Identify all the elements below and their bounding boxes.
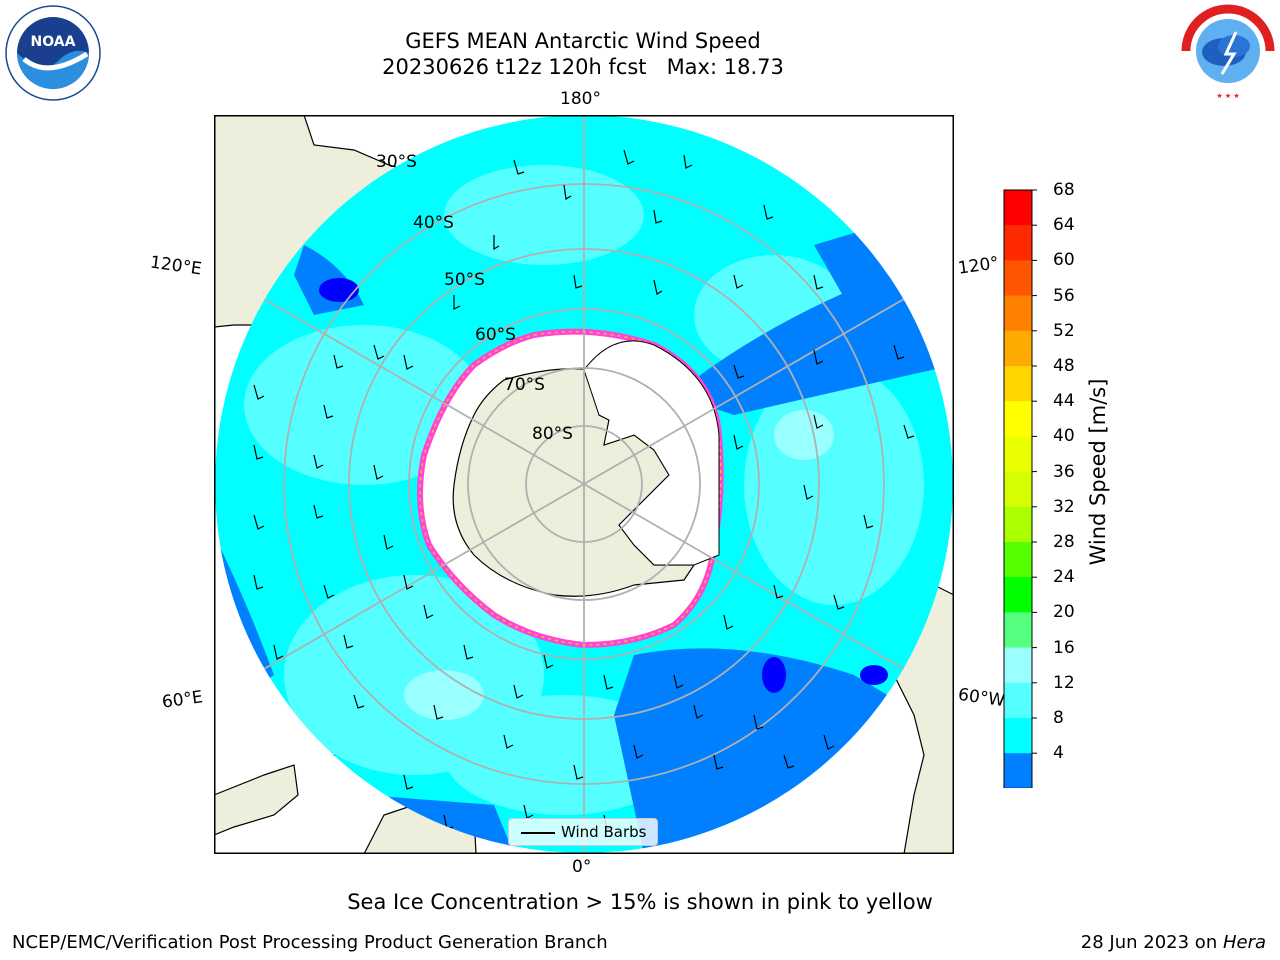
map-frame bbox=[213, 114, 955, 855]
colorbar-tick-label: 44 bbox=[1053, 391, 1075, 412]
colorbar-tick-label: 36 bbox=[1053, 461, 1075, 482]
legend-label: Wind Barbs bbox=[561, 823, 647, 841]
colorbar-tick-label: 32 bbox=[1053, 496, 1075, 517]
noaa-logo: NOAA bbox=[5, 5, 101, 101]
colorbar-tick-label: 68 bbox=[1053, 180, 1075, 200]
colorbar-tick-label: 52 bbox=[1053, 320, 1075, 341]
lon-label-top: 180° bbox=[560, 89, 601, 109]
lon-label-upper-left: 120°E bbox=[148, 252, 203, 280]
colorbar-tick-label: 56 bbox=[1053, 285, 1075, 306]
colorbar-border bbox=[1003, 189, 1033, 788]
colorbar-segment bbox=[1004, 225, 1032, 261]
sea-ice-caption: Sea Ice Concentration > 15% is shown in … bbox=[347, 890, 933, 914]
footer-branch: NCEP/EMC/Verification Post Processing Pr… bbox=[12, 932, 608, 953]
footer-machine: Hera bbox=[1222, 932, 1266, 953]
polar-map bbox=[213, 114, 955, 855]
colorbar-tick-label: 60 bbox=[1053, 250, 1075, 271]
colorbar-label: Wind Speed [m/s] bbox=[1086, 378, 1110, 566]
footer-date: 28 Jun 2023 on Hera bbox=[1081, 932, 1266, 953]
colorbar-segment bbox=[1004, 295, 1032, 332]
lat-label-60s: 60°S bbox=[475, 325, 516, 345]
colorbar-segment bbox=[1004, 753, 1032, 788]
lon-label-bottom: 0° bbox=[572, 857, 592, 877]
map-legend: Wind Barbs bbox=[508, 818, 658, 846]
colorbar-segment bbox=[1004, 542, 1032, 578]
lon-label-lower-right: 60°W bbox=[956, 684, 1007, 712]
lat-label-70s: 70°S bbox=[504, 375, 545, 395]
nws-logo: ★ ★ ★ bbox=[1181, 4, 1275, 100]
colorbar-segment bbox=[1004, 330, 1032, 367]
colorbar-tick-label: 4 bbox=[1053, 743, 1064, 764]
colorbar-segment bbox=[1004, 682, 1032, 719]
colorbar-tick-label: 40 bbox=[1053, 426, 1075, 447]
colorbar-tick-label: 64 bbox=[1053, 215, 1075, 236]
colorbar-tick-label: 48 bbox=[1053, 356, 1075, 376]
colorbar-segment bbox=[1004, 647, 1032, 684]
colorbar-tick-label: 16 bbox=[1053, 637, 1075, 658]
chart-subtitle: 20230626 t12z 120h fcst Max: 18.73 bbox=[382, 55, 784, 79]
colorbar bbox=[1003, 189, 1037, 788]
lat-label-30s: 30°S bbox=[376, 152, 417, 172]
svg-text:★ ★ ★: ★ ★ ★ bbox=[1216, 92, 1239, 100]
wind-barb-legend-line bbox=[521, 832, 555, 834]
colorbar-segment bbox=[1004, 401, 1032, 437]
colorbar-tick-label: 8 bbox=[1053, 708, 1064, 728]
colorbar-tick-label: 24 bbox=[1053, 567, 1075, 588]
colorbar-segment bbox=[1004, 577, 1032, 613]
colorbar-tick-label: 28 bbox=[1053, 532, 1075, 552]
footer-date-text: 28 Jun 2023 on bbox=[1080, 932, 1223, 953]
colorbar-tick-label: 20 bbox=[1053, 602, 1075, 623]
colorbar-tick-label: 12 bbox=[1053, 672, 1075, 693]
colorbar-segment bbox=[1004, 366, 1032, 402]
lon-label-lower-left: 60°E bbox=[160, 687, 205, 713]
colorbar-segment bbox=[1004, 718, 1032, 754]
colorbar-segment bbox=[1004, 190, 1032, 226]
noaa-logo-text: NOAA bbox=[31, 34, 76, 50]
colorbar-segment bbox=[1004, 260, 1032, 297]
colorbar-segment bbox=[1004, 506, 1032, 543]
colorbar-segment bbox=[1004, 436, 1032, 473]
colorbar-segment bbox=[1004, 471, 1032, 508]
lat-label-80s: 80°S bbox=[532, 424, 573, 444]
madagascar-land bbox=[213, 764, 299, 836]
chart-title: GEFS MEAN Antarctic Wind Speed bbox=[405, 29, 761, 53]
lat-label-40s: 40°S bbox=[413, 213, 454, 233]
lat-label-50s: 50°S bbox=[444, 270, 485, 290]
colorbar-segment bbox=[1004, 612, 1032, 649]
lon-label-upper-right: 120° bbox=[956, 253, 1001, 279]
